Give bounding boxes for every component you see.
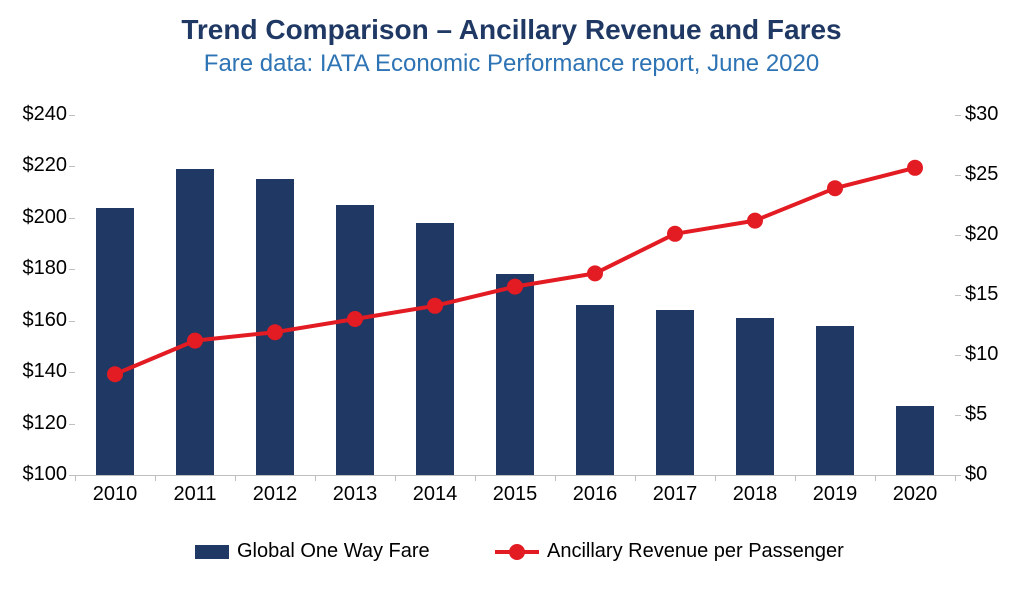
line-marker	[107, 366, 123, 382]
legend-swatch-line	[495, 542, 539, 562]
line-marker	[187, 333, 203, 349]
line-marker	[507, 279, 523, 295]
legend-item-bars: Global One Way Fare	[195, 540, 430, 563]
legend-swatch-bar	[195, 545, 229, 559]
line-marker	[827, 180, 843, 196]
line-marker	[347, 311, 363, 327]
legend-item-line: Ancillary Revenue per Passenger	[495, 540, 844, 563]
line-marker	[587, 265, 603, 281]
line-series	[115, 168, 915, 374]
line-marker	[267, 324, 283, 340]
legend-label-line: Ancillary Revenue per Passenger	[547, 540, 844, 563]
chart-container: Trend Comparison – Ancillary Revenue and…	[0, 0, 1023, 592]
line-marker	[427, 298, 443, 314]
line-marker	[907, 160, 923, 176]
line-marker	[667, 226, 683, 242]
line-marker	[747, 213, 763, 229]
line-series-layer	[0, 0, 1023, 592]
legend-label-bars: Global One Way Fare	[237, 540, 430, 563]
